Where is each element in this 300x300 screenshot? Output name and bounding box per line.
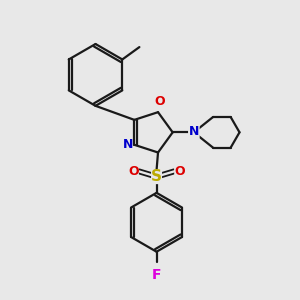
Text: F: F [152,268,161,282]
Text: O: O [154,95,165,108]
Text: O: O [174,165,185,178]
Text: N: N [123,138,133,151]
Text: O: O [128,165,139,178]
Text: S: S [151,169,162,184]
Text: N: N [189,125,199,138]
